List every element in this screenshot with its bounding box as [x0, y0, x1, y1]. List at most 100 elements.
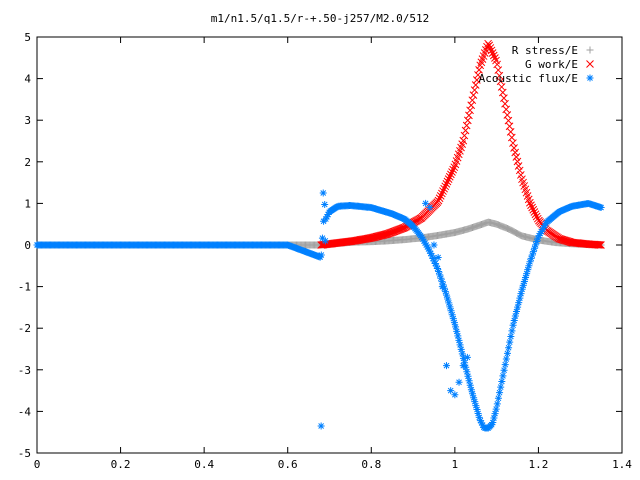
acoustic-flux-point [321, 200, 329, 208]
acoustic-flux-point [523, 270, 531, 278]
acoustic-flux-point [422, 241, 430, 249]
g-work-point [594, 240, 603, 249]
acoustic-flux-point [455, 336, 463, 344]
g-work-point [438, 189, 446, 198]
acoustic-flux-point [498, 377, 506, 385]
g-work-point [593, 240, 602, 249]
data-marks [33, 39, 605, 432]
acoustic-flux-point [525, 262, 533, 270]
legend-label: R stress/E [512, 44, 578, 57]
acoustic-flux-point [465, 377, 473, 385]
g-work-point [491, 54, 499, 62]
acoustic-flux-point [493, 400, 501, 408]
acoustic-flux-point [470, 394, 478, 402]
acoustic-flux-point [497, 383, 505, 391]
acoustic-flux-point [432, 262, 440, 270]
acoustic-flux-point [510, 317, 518, 325]
acoustic-flux-point [321, 237, 329, 245]
acoustic-flux-point [437, 274, 445, 282]
acoustic-flux-point [323, 213, 331, 221]
acoustic-flux-point [462, 363, 470, 371]
acoustic-flux-point [508, 327, 516, 335]
acoustic-flux-point [541, 222, 549, 230]
x-tick-label: 0.6 [278, 458, 298, 471]
acoustic-flux-point [453, 327, 461, 335]
g-work-point [509, 139, 517, 147]
acoustic-flux-point [540, 224, 548, 232]
acoustic-flux-point [515, 299, 523, 307]
acoustic-flux-point [467, 386, 475, 394]
acoustic-flux-point [439, 281, 447, 289]
acoustic-flux-point [459, 362, 467, 370]
acoustic-flux-point [444, 295, 452, 303]
acoustic-flux-point [428, 252, 436, 260]
g-work-point [488, 49, 497, 57]
g-work-point [485, 41, 494, 50]
g-work-point [461, 126, 470, 135]
g-work-point [447, 170, 455, 179]
acoustic-flux-point [532, 241, 540, 249]
acoustic-flux-point [535, 232, 543, 240]
acoustic-flux-point [451, 391, 459, 399]
g-work-point [442, 180, 451, 188]
g-work-point [462, 121, 471, 130]
acoustic-flux-point [438, 283, 446, 291]
acoustic-flux-point [318, 234, 326, 242]
g-work-point [439, 187, 447, 195]
acoustic-flux-point [490, 414, 498, 422]
acoustic-flux-point [509, 321, 517, 329]
g-work-point [513, 157, 522, 166]
acoustic-flux-point [448, 311, 456, 319]
acoustic-flux-point [499, 372, 507, 380]
acoustic-flux-point [511, 312, 519, 320]
y-tick-label: -2 [18, 322, 31, 335]
acoustic-flux-point [419, 235, 427, 243]
acoustic-flux-point [447, 307, 455, 315]
x-tick-label: 0 [34, 458, 41, 471]
x-tick-label: 1 [452, 458, 459, 471]
acoustic-flux-point [422, 199, 430, 207]
acoustic-flux-point [597, 204, 605, 212]
g-work-point [444, 175, 453, 183]
y-tick-label: -5 [18, 447, 31, 460]
acoustic-flux-point [441, 288, 449, 296]
acoustic-flux-point [434, 253, 442, 261]
g-work-point [511, 148, 520, 157]
acoustic-flux-point [496, 389, 504, 397]
g-work-point [474, 71, 482, 79]
y-tick-label: 5 [24, 31, 31, 44]
g-work-point [595, 241, 604, 249]
acoustic-flux-point [505, 344, 513, 352]
acoustic-flux-point [476, 417, 484, 425]
g-work-point [435, 194, 444, 203]
g-work-point [489, 51, 498, 60]
acoustic-flux-point [500, 366, 508, 374]
acoustic-flux-point [443, 291, 451, 299]
acoustic-flux-point [488, 421, 496, 429]
acoustic-flux-point [466, 381, 474, 389]
acoustic-flux-point [316, 253, 324, 261]
g-work-point [470, 86, 479, 94]
acoustic-flux-point [491, 410, 499, 418]
acoustic-flux-point [446, 303, 454, 311]
acoustic-flux-point [447, 387, 455, 395]
g-work-point [526, 198, 534, 207]
y-tick-label: 4 [24, 73, 31, 86]
x-tick-label: 0.2 [111, 458, 131, 471]
acoustic-flux-point [431, 260, 439, 268]
acoustic-flux-point [443, 362, 450, 370]
acoustic-flux-point [506, 338, 514, 346]
acoustic-flux-point [461, 359, 469, 367]
acoustic-flux-point [438, 278, 446, 286]
acoustic-flux-point [512, 308, 520, 316]
g-work-point [597, 241, 605, 249]
g-work-point [486, 44, 495, 52]
acoustic-flux-point [456, 341, 464, 349]
acoustic-flux-point [436, 271, 444, 279]
legend-marker [586, 46, 594, 54]
acoustic-flux-point [534, 234, 542, 242]
g-work-point [434, 196, 443, 205]
y-tick-label: -3 [18, 364, 31, 377]
g-work-point [443, 177, 452, 186]
